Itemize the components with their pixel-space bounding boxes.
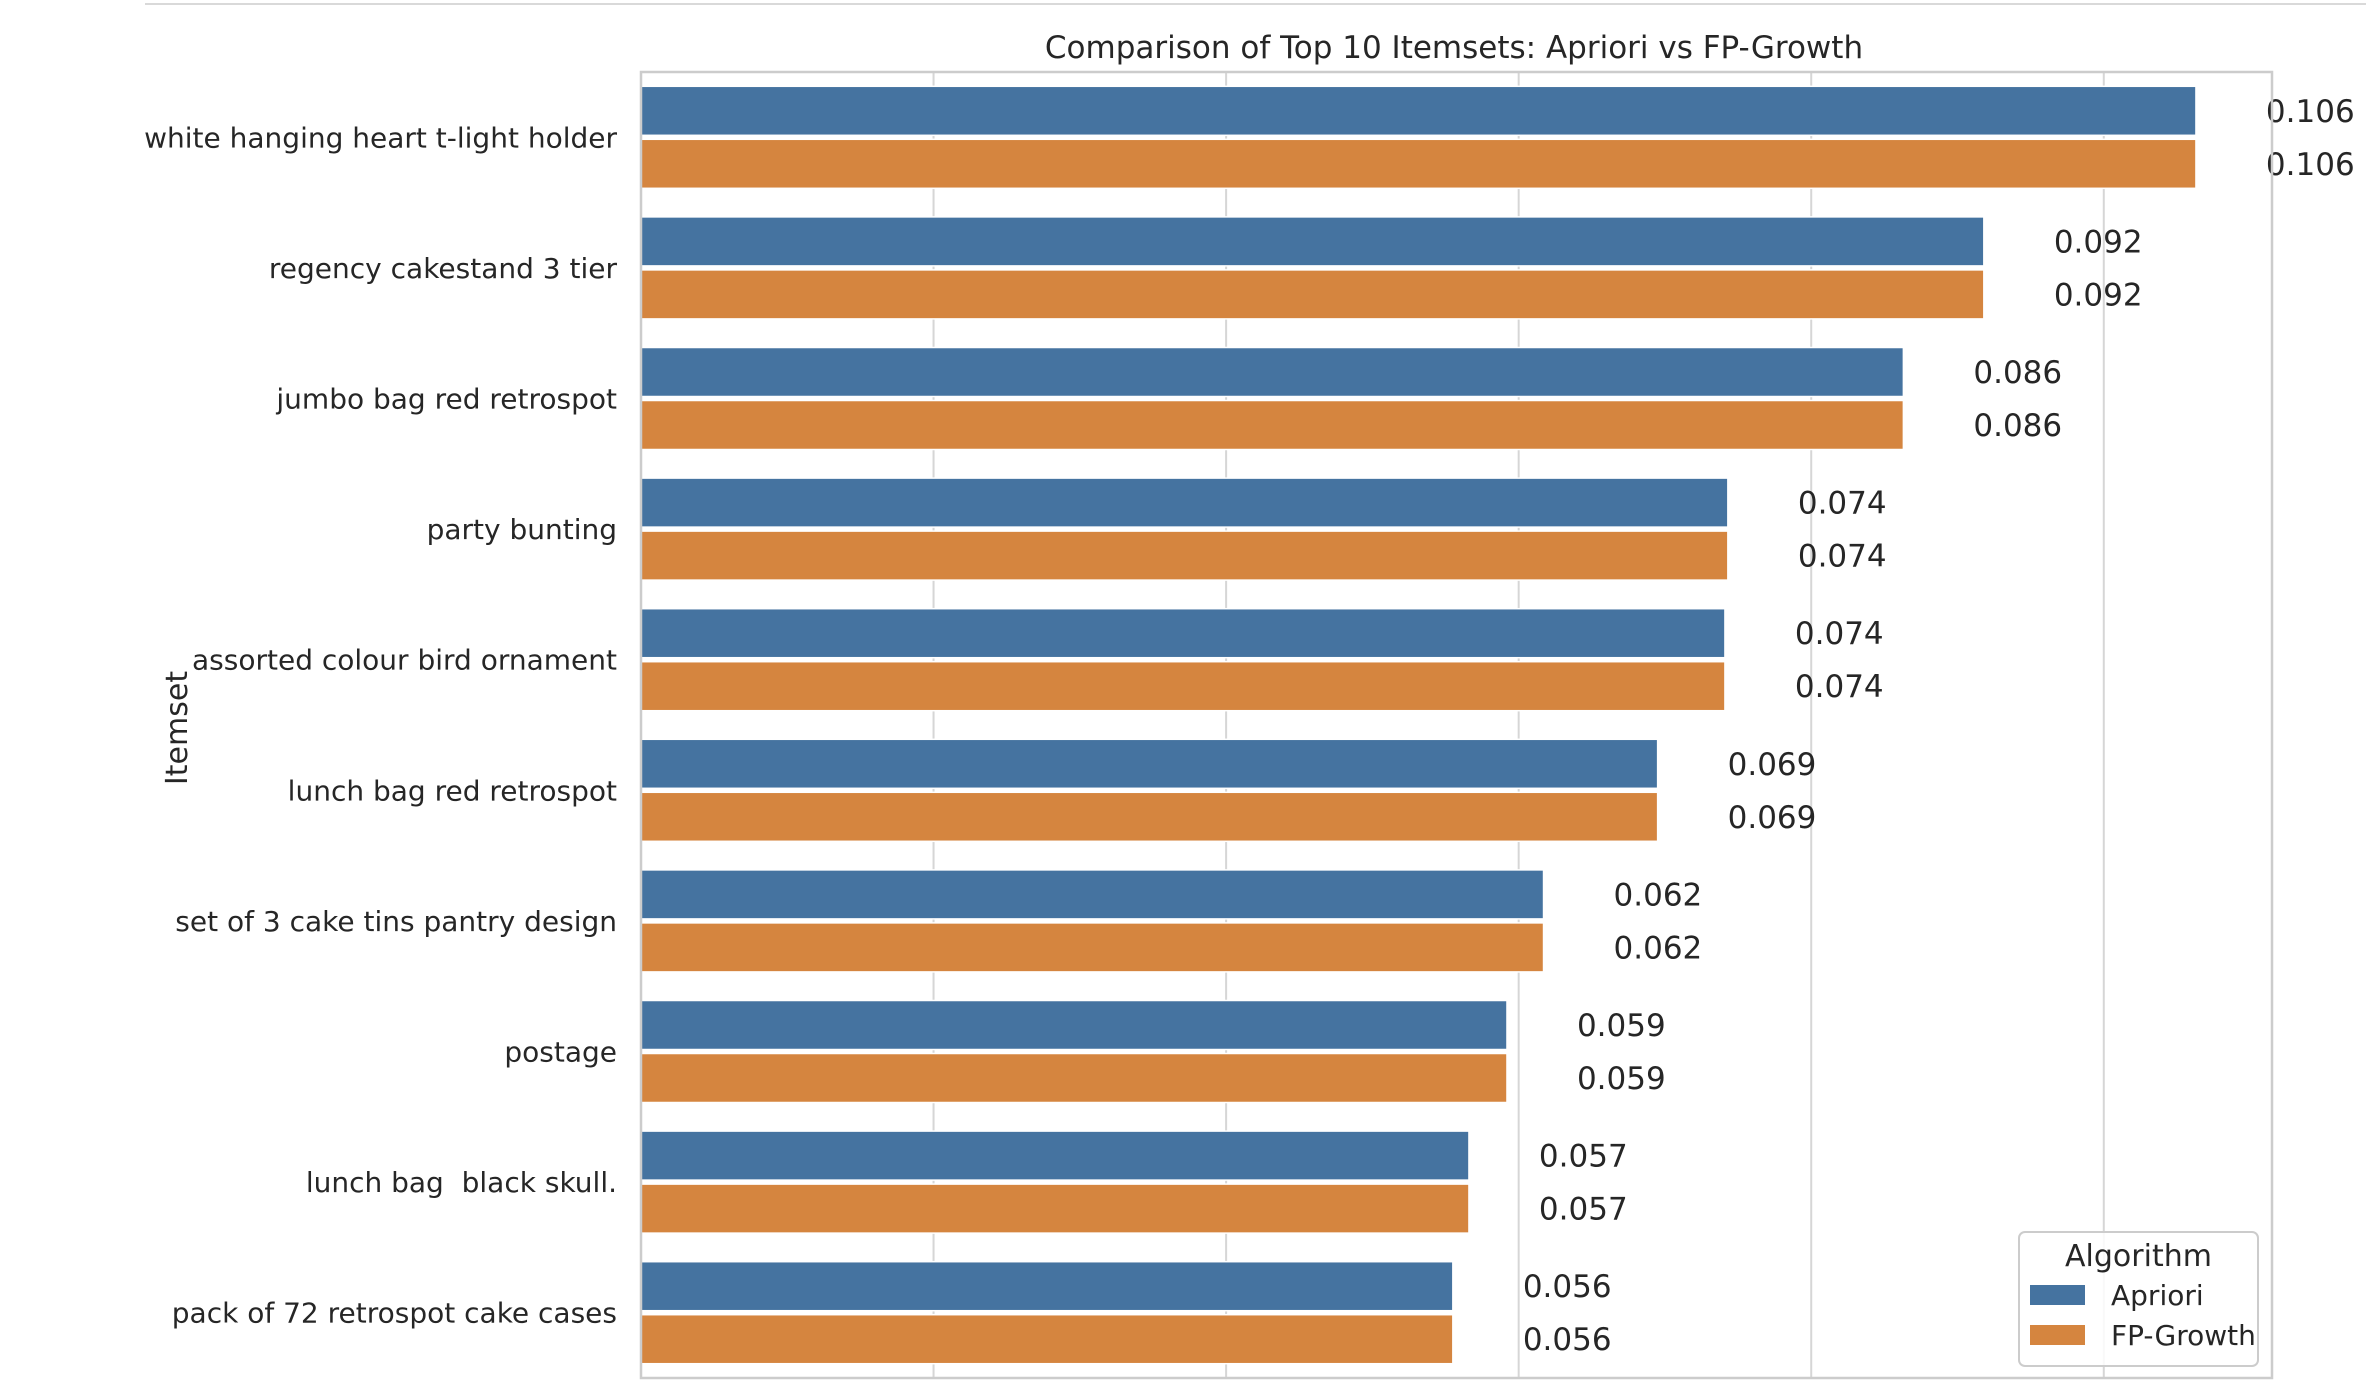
value-label: 0.086 — [1973, 355, 2062, 391]
category-label: white hanging heart t-light holder — [144, 121, 617, 154]
value-label: 0.056 — [1523, 1322, 1612, 1358]
legend-entry: FP-Growth — [2111, 1319, 2256, 1352]
gridlines — [932, 72, 2105, 1378]
bar-fp-growth — [640, 1183, 1470, 1234]
bar-apriori — [640, 738, 1659, 790]
value-labels: 0.106 0.106 0.092 0.092 0.086 0.086 0.074 0.074… — [1523, 94, 2355, 1358]
value-label: 0.057 — [1539, 1192, 1628, 1228]
category-label: regency cakestand 3 tier — [269, 252, 618, 285]
value-label: 0.074 — [1795, 616, 1884, 652]
category-label: lunch bag red retrospot — [288, 774, 617, 807]
bar-fp-growth — [640, 138, 2197, 190]
bar-fp-growth — [640, 791, 1659, 843]
value-label: 0.074 — [1798, 486, 1887, 522]
category-label: lunch bag black skull. — [306, 1166, 617, 1199]
bar-apriori — [640, 216, 1985, 267]
bar-apriori — [640, 607, 1726, 659]
value-label: 0.106 — [2266, 147, 2355, 183]
value-label: 0.057 — [1539, 1139, 1628, 1175]
value-label: 0.092 — [2054, 224, 2143, 260]
value-label: 0.062 — [1614, 877, 1703, 913]
bar-fp-growth — [640, 1052, 1508, 1104]
y-axis-label: Itemset — [160, 671, 195, 785]
value-label: 0.086 — [1973, 408, 2062, 444]
bar-apriori — [640, 85, 2197, 137]
value-label: 0.069 — [1728, 747, 1817, 783]
category-label: set of 3 cake tins pantry design — [175, 905, 617, 938]
category-label: assorted colour bird ornament — [192, 644, 617, 677]
bars — [640, 85, 2197, 1365]
bar-fp-growth — [640, 1313, 1454, 1365]
legend: Algorithm Apriori FP-Growth — [2018, 1231, 2259, 1367]
plot-frame — [639, 70, 2274, 1380]
bar-fp-growth — [640, 530, 1729, 581]
category-label: pack of 72 retrospot cake cases — [172, 1297, 617, 1330]
value-label: 0.074 — [1795, 669, 1884, 705]
bar-fp-growth — [640, 399, 1905, 451]
bar-apriori — [640, 1130, 1470, 1181]
bar-fp-growth — [640, 269, 1985, 320]
value-label: 0.069 — [1728, 800, 1817, 836]
value-label: 0.059 — [1577, 1008, 1666, 1044]
value-label: 0.059 — [1577, 1061, 1666, 1097]
value-label: 0.106 — [2266, 94, 2355, 130]
bar-apriori — [640, 346, 1905, 398]
bar-fp-growth — [640, 922, 1545, 973]
chart-title: Comparison of Top 10 Itemsets: Apriori v… — [1045, 30, 1863, 66]
category-label: party bunting — [427, 513, 617, 546]
value-label: 0.074 — [1798, 539, 1887, 575]
legend-entry: Apriori — [2111, 1279, 2204, 1312]
value-label: 0.056 — [1523, 1269, 1612, 1305]
category-labels: white hanging heart t-light holder regenc… — [144, 121, 617, 1329]
bar-fp-growth — [640, 660, 1726, 712]
bar-apriori — [640, 869, 1545, 920]
bar-apriori — [640, 999, 1508, 1051]
value-label: 0.062 — [1614, 930, 1703, 966]
category-label: jumbo bag red retrospot — [275, 383, 617, 416]
bar-apriori — [640, 1260, 1454, 1312]
bar-apriori — [640, 477, 1729, 528]
legend-swatch — [2030, 1325, 2085, 1345]
category-label: postage — [504, 1036, 617, 1069]
legend-title: Algorithm — [2065, 1239, 2212, 1274]
legend-swatch — [2030, 1285, 2085, 1305]
value-label: 0.092 — [2054, 277, 2143, 313]
